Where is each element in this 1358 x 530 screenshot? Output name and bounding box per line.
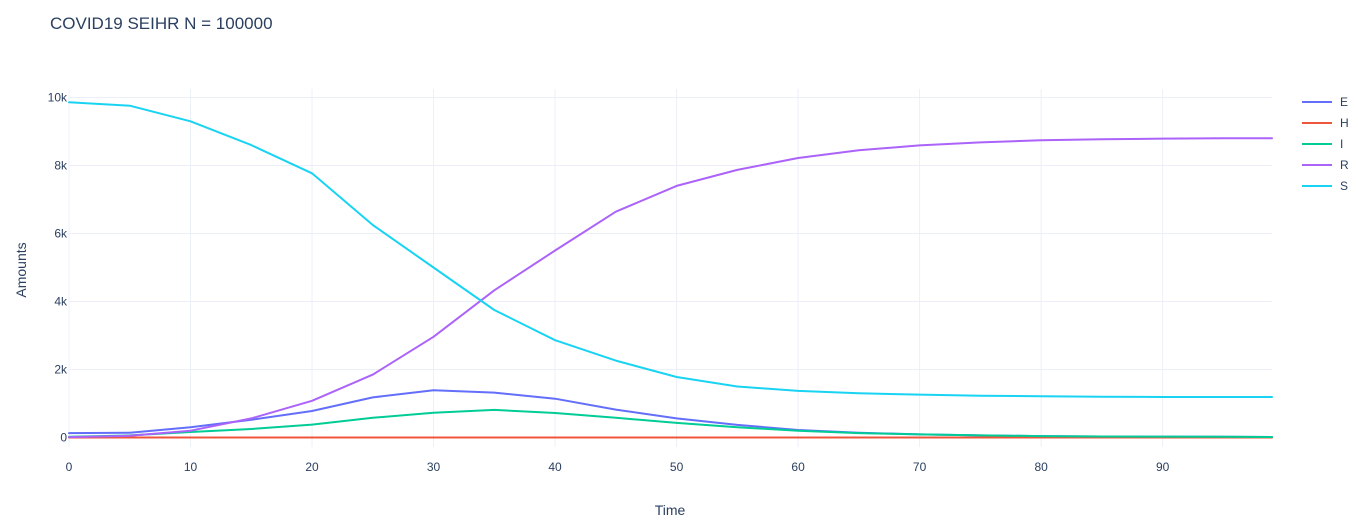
legend-label: S — [1340, 179, 1348, 193]
legend-label: I — [1340, 137, 1343, 151]
y-axis-title: Amounts — [13, 242, 29, 297]
y-tick-label: 2k — [54, 362, 68, 376]
y-tick-label: 0 — [60, 430, 67, 444]
plot-area — [68, 101, 1273, 439]
x-tick-label: 90 — [1156, 460, 1170, 474]
x-tick-label: 60 — [791, 460, 805, 474]
series-line-s — [68, 101, 1273, 398]
x-axis-title: Time — [655, 502, 686, 518]
y-tick-label: 4k — [54, 294, 68, 308]
y-tick-label: 6k — [54, 226, 68, 240]
x-tick-label: 50 — [670, 460, 684, 474]
axis-ticks: 0 10 20 30 40 50 60 70 80 90 0 2k 4k 6k 8k 10k — [48, 90, 1170, 474]
y-tick-label: 10k — [48, 90, 68, 104]
series-line-i — [68, 408, 1273, 438]
x-tick-label: 70 — [913, 460, 927, 474]
x-tick-label: 20 — [305, 460, 319, 474]
legend-item-h[interactable]: H — [1302, 116, 1349, 130]
legend-label: H — [1340, 116, 1349, 130]
x-tick-label: 80 — [1034, 460, 1048, 474]
grid — [68, 89, 1272, 447]
x-tick-label: 40 — [548, 460, 562, 474]
legend-item-i[interactable]: I — [1302, 137, 1343, 151]
x-tick-label: 30 — [427, 460, 441, 474]
legend-item-r[interactable]: R — [1302, 158, 1349, 172]
chart-title: COVID19 SEIHR N = 100000 — [50, 14, 273, 33]
y-tick-label: 8k — [54, 158, 68, 172]
legend-item-s[interactable]: S — [1302, 179, 1348, 193]
series-line-r — [68, 137, 1273, 439]
legend-label: E — [1340, 95, 1348, 109]
legend-label: R — [1340, 158, 1349, 172]
legend-item-e[interactable]: E — [1302, 95, 1348, 109]
x-tick-label: 10 — [184, 460, 198, 474]
x-tick-label: 0 — [66, 460, 73, 474]
